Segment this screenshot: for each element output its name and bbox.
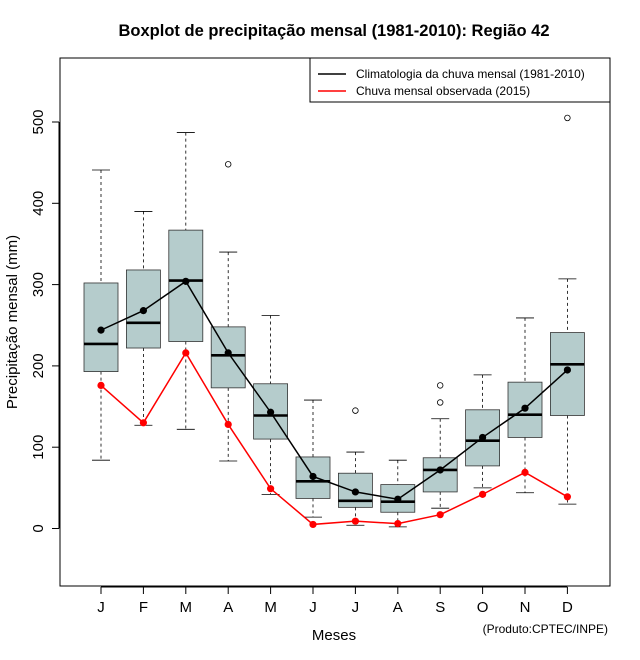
box-iqr [550,332,585,416]
x-tick-label: J [352,599,360,616]
y-tick-label: 300 [30,272,47,297]
climatology-point [479,433,487,442]
x-tick-label: O [477,599,489,616]
x-tick-label: A [223,599,233,616]
observed-point [309,520,317,529]
observed-point [351,517,359,525]
climatology-point [139,307,147,315]
chart-title: Boxplot de precipitação mensal (1981-201… [119,22,550,40]
outlier-point [224,161,232,168]
observed-point [224,420,232,429]
x-tick-label: S [435,599,445,616]
box-1 [126,211,161,426]
observed-point [563,493,572,501]
climatology-point [563,366,572,374]
legend: Climatologia da chuva mensal (1981-2010)… [309,57,611,103]
y-tick-label: 100 [30,435,47,460]
observed-point [182,349,190,357]
climatology-point [224,349,232,357]
climatology-point [394,495,402,503]
y-tick-label: 0 [30,524,47,532]
observed-point [139,419,147,427]
box-iqr [210,326,246,389]
observed-point [267,485,275,493]
box-iqr [422,457,458,493]
observed-line [100,351,568,526]
x-tick-label: N [520,599,531,616]
climatology-point [521,404,529,412]
observed-point [97,381,105,390]
legend-box [309,57,611,103]
outlier-point [352,407,359,414]
legend-label-observed: Chuva mensal observada (2015) [356,84,530,98]
y-axis-label: Precipitação mensal (mm) [4,235,21,409]
x-axis-label: Meses [312,627,356,644]
outlier-point [437,399,444,406]
x-tick-label: J [97,599,105,616]
y-tick-label: 500 [30,109,47,134]
box-group [83,114,585,528]
climatology-point [351,488,359,496]
y-tick-label: 400 [30,191,47,216]
legend-label-climatology: Climatologia da chuva mensal (1981-2010) [356,67,585,81]
observed-point [394,520,402,528]
box-3 [210,161,246,462]
y-axis: 0 100 200 300 400 500 [30,109,60,533]
x-tick-label: A [393,599,403,616]
x-tick-label: F [139,599,148,616]
box-11 [550,114,585,505]
outlier-point [564,114,571,122]
climatology-point [182,277,190,285]
box-9 [465,374,501,489]
box-0 [83,169,119,461]
box-6 [337,407,373,526]
observed-point [479,490,487,498]
outlier-point [437,382,444,389]
x-tick-label: J [309,599,317,616]
climatology-point [97,326,105,334]
box-8 [422,382,458,509]
box-4 [253,315,289,495]
x-tick-label: M [180,599,193,616]
climatology-point [309,472,317,481]
climatology-point [267,408,275,416]
x-tick-label: D [562,599,573,616]
box-7 [380,459,416,528]
y-tick-label: 200 [30,353,47,378]
climatology-point [436,466,444,474]
box-iqr [168,229,204,342]
product-credit: (Produto:CPTEC/INPE) [483,622,608,636]
observed-point [436,511,444,519]
climatology-line [100,280,568,501]
x-tick-label: M [264,599,277,616]
observed-point [521,468,529,477]
series-group [97,277,572,529]
